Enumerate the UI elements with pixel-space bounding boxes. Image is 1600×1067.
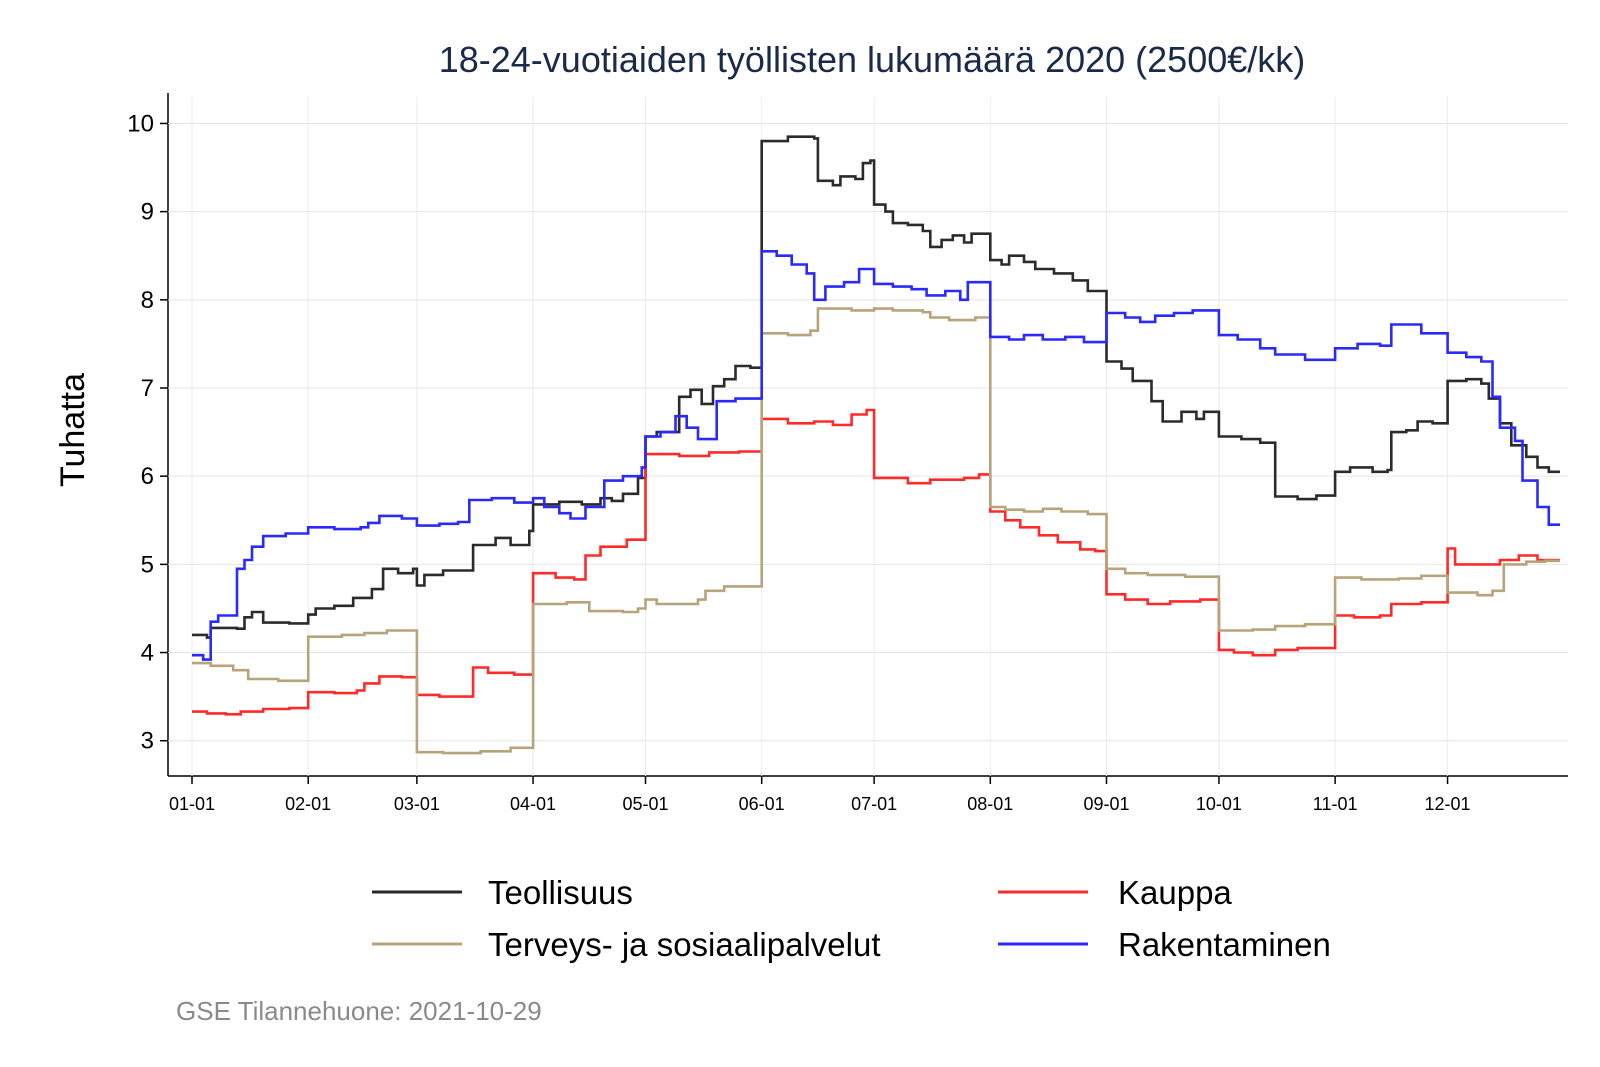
x-tick-label: 01-01 bbox=[169, 794, 215, 814]
y-tick-label: 10 bbox=[127, 110, 154, 137]
x-tick-label: 11-01 bbox=[1313, 794, 1358, 814]
source-note: GSE Tilannehuone: 2021-10-29 bbox=[176, 996, 542, 1026]
x-tick-label: 05-01 bbox=[622, 794, 668, 814]
x-axis-ticks: 01-01 02-01 03-01 04-01 05-01 06-01 07-01 08-01… bbox=[169, 776, 1471, 814]
plot-area bbox=[167, 93, 1568, 777]
y-axis-label: Tuhatta bbox=[54, 373, 92, 487]
legend-item-teollisuus: Teollisuus bbox=[372, 874, 633, 911]
x-tick-label: 09-01 bbox=[1083, 794, 1129, 814]
series-line-kauppa bbox=[192, 408, 1560, 716]
series-line-rakentaminen bbox=[192, 250, 1560, 661]
y-tick-label: 9 bbox=[141, 199, 154, 226]
x-tick-label: 10-01 bbox=[1196, 794, 1242, 814]
x-tick-label: 03-01 bbox=[394, 794, 440, 814]
legend-label-teollisuus: Teollisuus bbox=[488, 874, 633, 911]
legend-label-rakentaminen: Rakentaminen bbox=[1118, 926, 1331, 963]
chart-title: 18-24-vuotiaiden työllisten lukumäärä 20… bbox=[439, 39, 1306, 80]
legend: Teollisuus Terveys- ja sosiaalipalvelut … bbox=[372, 874, 1331, 963]
legend-item-kauppa: Kauppa bbox=[998, 874, 1232, 911]
y-tick-label: 8 bbox=[141, 287, 154, 314]
x-tick-label: 08-01 bbox=[967, 794, 1013, 814]
y-axis-ticks: 3 4 5 6 7 8 9 10 bbox=[127, 110, 168, 755]
y-tick-label: 3 bbox=[141, 728, 154, 755]
x-tick-label: 04-01 bbox=[510, 794, 556, 814]
x-tick-label: 06-01 bbox=[739, 794, 785, 814]
grid-lines bbox=[168, 97, 1568, 776]
y-tick-label: 5 bbox=[141, 551, 154, 578]
legend-item-terveys: Terveys- ja sosiaalipalvelut bbox=[372, 926, 881, 963]
legend-label-terveys-ja-sosiaalipalvelut: Terveys- ja sosiaalipalvelut bbox=[488, 926, 881, 963]
x-tick-label: 12-01 bbox=[1425, 794, 1471, 814]
series-lines bbox=[192, 135, 1560, 755]
legend-item-rakentaminen: Rakentaminen bbox=[998, 926, 1331, 963]
y-tick-label: 6 bbox=[141, 463, 154, 490]
x-tick-label: 07-01 bbox=[851, 794, 897, 814]
y-tick-label: 7 bbox=[141, 375, 154, 402]
series-line-terveys-ja-sosiaalipalvelut bbox=[192, 307, 1560, 755]
legend-label-kauppa: Kauppa bbox=[1118, 874, 1232, 911]
series-line-teollisuus bbox=[192, 135, 1560, 639]
x-tick-label: 02-01 bbox=[285, 794, 331, 814]
y-tick-label: 4 bbox=[141, 640, 154, 667]
